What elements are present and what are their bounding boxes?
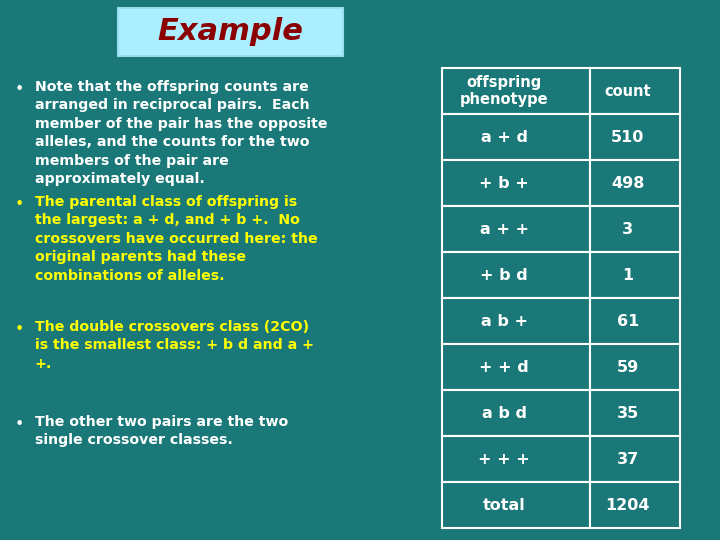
Bar	[442, 252, 590, 298]
Text: + + +: + + +	[478, 451, 530, 467]
Text: The parental class of offspring is
the largest: a + d, and + b +.  No
crossovers: The parental class of offspring is the l…	[35, 195, 318, 282]
Text: count: count	[605, 84, 651, 98]
Text: a + d: a + d	[481, 130, 528, 145]
Text: offspring
phenotype: offspring phenotype	[460, 75, 549, 107]
Bar	[590, 298, 680, 344]
Text: a b d: a b d	[482, 406, 526, 421]
Text: total: total	[483, 497, 526, 512]
Bar	[442, 390, 590, 436]
Bar	[442, 436, 590, 482]
Text: + b d: + b d	[480, 267, 528, 282]
Bar	[590, 206, 680, 252]
Text: Example: Example	[158, 17, 303, 46]
Text: 1204: 1204	[606, 497, 650, 512]
Text: 1: 1	[622, 267, 634, 282]
Text: The other two pairs are the two
single crossover classes.: The other two pairs are the two single c…	[35, 415, 288, 448]
Text: Note that the offspring counts are
arranged in reciprocal pairs.  Each
member of: Note that the offspring counts are arran…	[35, 80, 328, 186]
Text: + b +: + b +	[480, 176, 529, 191]
Bar	[590, 68, 680, 114]
Bar	[442, 114, 590, 160]
Text: •: •	[15, 82, 24, 97]
Text: 35: 35	[616, 406, 639, 421]
Bar	[442, 160, 590, 206]
Text: •: •	[15, 417, 24, 432]
Bar	[590, 482, 680, 528]
Bar	[590, 160, 680, 206]
Bar	[442, 206, 590, 252]
Text: 59: 59	[616, 360, 639, 375]
Bar	[442, 344, 590, 390]
Text: + + d: + + d	[480, 360, 529, 375]
Text: 61: 61	[616, 314, 639, 328]
Bar	[590, 390, 680, 436]
Text: a b +: a b +	[481, 314, 528, 328]
Bar	[590, 114, 680, 160]
Text: •: •	[15, 322, 24, 337]
Text: •: •	[15, 197, 24, 212]
Bar	[442, 298, 590, 344]
FancyBboxPatch shape	[118, 8, 343, 56]
Text: The double crossovers class (2CO)
is the smallest class: + b d and a +
+.: The double crossovers class (2CO) is the…	[35, 320, 314, 371]
Bar	[590, 436, 680, 482]
Text: a + +: a + +	[480, 221, 528, 237]
Text: 498: 498	[611, 176, 644, 191]
Bar	[442, 68, 590, 114]
Bar	[590, 252, 680, 298]
Bar	[590, 344, 680, 390]
Text: 510: 510	[611, 130, 644, 145]
Text: 3: 3	[622, 221, 634, 237]
Bar	[442, 482, 590, 528]
Text: 37: 37	[616, 451, 639, 467]
